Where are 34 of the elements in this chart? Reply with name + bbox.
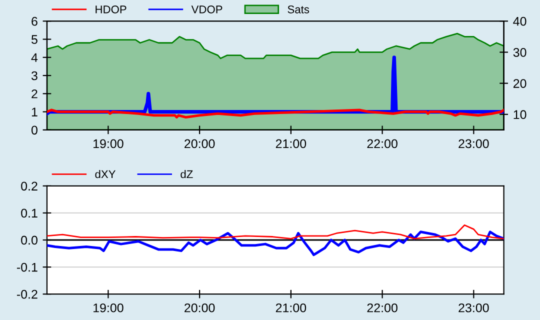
line-series bbox=[46, 230, 504, 256]
y-tick-label: 0.0 bbox=[21, 236, 38, 245]
legend-label: Sats bbox=[288, 6, 310, 14]
y-tick-label: 2 bbox=[32, 89, 38, 98]
y-tick-label: 0 bbox=[31, 126, 38, 135]
x-tick-label: 22:00 bbox=[367, 303, 398, 312]
line-series bbox=[46, 108, 504, 118]
y-tick-label: 0.2 bbox=[21, 182, 38, 191]
x-tick-label: 21:00 bbox=[276, 139, 306, 148]
x-tick-label: 20:00 bbox=[184, 139, 215, 148]
y-tick-label: 1 bbox=[32, 108, 38, 116]
x-tick-label: 19:00 bbox=[94, 139, 124, 148]
x-tick-label: 21:00 bbox=[276, 303, 306, 312]
y2-tick-label: 40 bbox=[513, 16, 526, 26]
legend-label: HDOP bbox=[96, 6, 126, 14]
y-tick-label: 4 bbox=[31, 53, 38, 62]
x-tick-label: 20:00 bbox=[184, 303, 215, 312]
y2-tick-label: 20 bbox=[513, 79, 526, 88]
legend-label: dZ bbox=[180, 170, 193, 178]
line-series bbox=[46, 224, 504, 240]
legend-label: VDOP bbox=[191, 6, 222, 14]
x-tick-label: 22:00 bbox=[367, 139, 398, 148]
x-tick-label: 23:00 bbox=[458, 303, 489, 312]
y-tick-label: 6 bbox=[32, 16, 38, 26]
y-tick-label: -0.2 bbox=[16, 290, 38, 299]
y2-tick-label: 10 bbox=[514, 110, 526, 120]
y-tick-label: -0.1 bbox=[16, 262, 38, 272]
x-tick-label: 23:00 bbox=[458, 139, 489, 148]
y-tick-label: 0.1 bbox=[21, 208, 38, 218]
y-tick-label: 5 bbox=[32, 35, 38, 44]
x-tick-label: 19:00 bbox=[94, 303, 124, 312]
y-tick-label: 3 bbox=[31, 71, 38, 80]
legend-label: dXY bbox=[95, 170, 116, 178]
y2-tick-label: 30 bbox=[513, 48, 526, 57]
